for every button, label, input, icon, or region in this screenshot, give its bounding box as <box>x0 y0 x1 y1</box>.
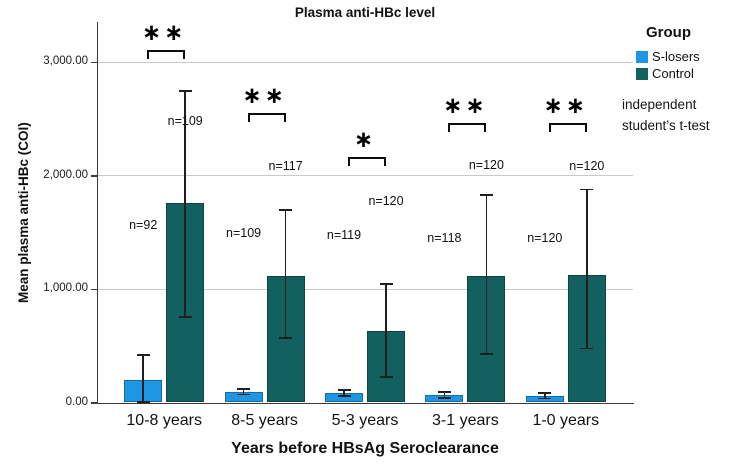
s-losers-swatch <box>636 51 648 63</box>
error-bar-cap-bottom <box>237 393 251 396</box>
significance-stars: ∗∗ <box>443 93 488 119</box>
significance-stars: ∗∗ <box>141 20 187 46</box>
error-bar-line <box>443 392 446 398</box>
x-tick-label-3-1 years: 3-1 years <box>432 412 499 429</box>
note-line: student’s t-test <box>622 118 710 133</box>
error-bar-cap-top <box>538 392 552 395</box>
y-tick-label: 2,000.00 <box>43 168 88 181</box>
n-label-s-losers-1-0 years: n=120 <box>527 231 563 245</box>
legend-item-s-losers: S-losers <box>636 50 740 64</box>
n-label-s-losers-3-1 years: n=118 <box>427 231 462 245</box>
error-bar-cap-bottom <box>337 395 351 398</box>
significance-bracket <box>448 123 487 132</box>
x-tick-label-1-0 years: 1-0 years <box>532 412 600 429</box>
n-label-control-5-3 years: n=120 <box>368 194 404 208</box>
error-bar-line <box>284 209 287 339</box>
legend-item-label: Control <box>652 66 694 81</box>
significance-bracket <box>247 113 286 122</box>
x-tick-label-10-8 years: 10-8 years <box>126 412 202 429</box>
error-bar-cap-top <box>136 354 150 357</box>
error-bar-line <box>385 283 387 377</box>
n-label-s-losers-10-8 years: n=92 <box>129 218 158 232</box>
gridline <box>97 175 633 177</box>
chart-title: Plasma anti-HBc level <box>294 5 436 20</box>
error-bar-cap-bottom <box>136 400 150 403</box>
plot-area <box>97 22 634 404</box>
error-bar-cap-bottom <box>379 375 393 378</box>
significance-bracket <box>147 50 186 59</box>
error-bar-line <box>585 189 588 349</box>
n-label-control-1-0 years: n=120 <box>569 159 605 173</box>
error-bar-cap-top <box>479 194 493 197</box>
error-bar-cap-top <box>237 387 251 390</box>
y-tick-label: 3,000.00 <box>43 55 88 68</box>
error-bar-cap-bottom <box>178 315 192 318</box>
error-bar-line <box>485 195 488 355</box>
error-bar-line <box>343 389 345 397</box>
error-bar-line <box>242 388 245 395</box>
n-label-control-10-8 years: n=109 <box>167 114 203 128</box>
legend: Group S-losers Control independent stude… <box>622 24 740 136</box>
error-bar-line <box>543 393 546 399</box>
y-tick-label: 1,000.00 <box>43 282 88 295</box>
significance-bracket <box>348 157 386 166</box>
error-bar-cap-top <box>437 391 451 394</box>
error-bar-cap-top <box>279 209 293 211</box>
error-bar-cap-top <box>337 389 351 391</box>
legend-title: Group <box>646 24 691 41</box>
significance-stars: ∗ <box>353 127 377 153</box>
x-axis-title: Years before HBsAg Seroclearance <box>231 440 499 457</box>
gridline <box>97 61 633 63</box>
error-bar-line <box>142 355 145 402</box>
error-bar-cap-bottom <box>279 337 293 340</box>
n-label-s-losers-5-3 years: n=119 <box>326 228 362 242</box>
significance-stars: ∗∗ <box>242 83 287 109</box>
significance-bracket <box>548 123 587 132</box>
significance-stars: ∗∗ <box>543 93 589 119</box>
x-tick-label-5-3 years: 5-3 years <box>331 412 399 429</box>
note-line: independent <box>622 97 697 112</box>
y-tick-label: 0.00 <box>65 396 88 408</box>
error-bar-cap-bottom <box>437 396 451 399</box>
error-bar-cap-bottom <box>479 353 493 356</box>
n-label-control-8-5 years: n=117 <box>268 159 303 173</box>
error-bar-line <box>184 90 187 317</box>
legend-item-label: S-losers <box>652 49 700 64</box>
error-bar-cap-top <box>580 188 594 191</box>
control-swatch <box>636 68 648 80</box>
legend-item-control: Control <box>636 67 740 81</box>
y-axis-title: Mean plasma anti-HBc (COI) <box>16 122 31 303</box>
error-bar-cap-top <box>379 282 393 285</box>
error-bar-cap-bottom <box>580 347 594 350</box>
error-bar-cap-top <box>178 89 192 92</box>
y-tick-mark <box>91 175 97 177</box>
n-label-s-losers-8-5 years: n=109 <box>226 226 262 240</box>
y-tick-mark <box>91 61 97 64</box>
stat-test-note: independent student’s t-test <box>622 94 740 136</box>
y-tick-mark <box>91 288 97 291</box>
y-tick-mark <box>91 402 97 404</box>
error-bar-cap-bottom <box>538 397 552 400</box>
x-tick-label-8-5 years: 8-5 years <box>231 412 298 429</box>
n-label-control-3-1 years: n=120 <box>468 158 504 172</box>
gridline <box>97 288 633 290</box>
